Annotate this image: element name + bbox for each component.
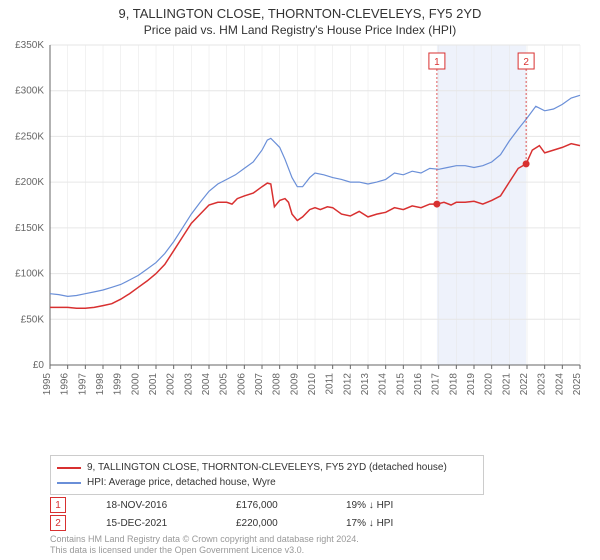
marker-price: £220,000	[236, 518, 306, 529]
svg-text:£150K: £150K	[15, 223, 44, 234]
svg-text:2019: 2019	[466, 373, 477, 396]
svg-text:£300K: £300K	[15, 86, 44, 97]
line-chart: £0£50K£100K£150K£200K£250K£300K£350K1995…	[50, 45, 580, 395]
chart-container: 9, TALLINGTON CLOSE, THORNTON-CLEVELEYS,…	[0, 0, 600, 560]
marker-num: 2	[50, 515, 66, 531]
svg-text:2012: 2012	[342, 373, 353, 396]
chart-title: 9, TALLINGTON CLOSE, THORNTON-CLEVELEYS,…	[0, 0, 600, 21]
svg-text:2000: 2000	[130, 373, 141, 396]
svg-text:£200K: £200K	[15, 177, 44, 188]
marker-diff: 17% ↓ HPI	[346, 518, 393, 529]
svg-text:2006: 2006	[236, 373, 247, 396]
svg-text:2014: 2014	[378, 373, 389, 396]
svg-text:1998: 1998	[95, 373, 106, 396]
marker-price: £176,000	[236, 500, 306, 511]
chart-subtitle: Price paid vs. HM Land Registry's House …	[0, 21, 600, 41]
svg-text:2003: 2003	[183, 373, 194, 396]
svg-text:2007: 2007	[254, 373, 265, 396]
svg-text:£100K: £100K	[15, 269, 44, 280]
marker-row: 2 15-DEC-2021 £220,000 17% ↓ HPI	[50, 514, 393, 532]
legend-item-blue: HPI: Average price, detached house, Wyre	[57, 475, 477, 490]
svg-text:£250K: £250K	[15, 131, 44, 142]
svg-text:2025: 2025	[572, 373, 583, 396]
svg-text:£350K: £350K	[15, 40, 44, 51]
marker-row: 1 18-NOV-2016 £176,000 19% ↓ HPI	[50, 496, 393, 514]
footer-line-2: This data is licensed under the Open Gov…	[50, 545, 359, 556]
svg-text:1995: 1995	[42, 373, 53, 396]
svg-text:1: 1	[434, 57, 440, 68]
marker-table: 1 18-NOV-2016 £176,000 19% ↓ HPI 2 15-DEC-202…	[50, 496, 393, 532]
svg-text:2008: 2008	[272, 373, 283, 396]
marker-date: 15-DEC-2021	[106, 518, 196, 529]
legend-swatch-red	[57, 467, 81, 469]
svg-text:2024: 2024	[554, 373, 565, 396]
svg-text:2017: 2017	[431, 373, 442, 396]
svg-text:2001: 2001	[148, 373, 159, 396]
svg-text:2020: 2020	[484, 373, 495, 396]
svg-text:2010: 2010	[307, 373, 318, 396]
svg-text:1996: 1996	[60, 373, 71, 396]
legend-item-red: 9, TALLINGTON CLOSE, THORNTON-CLEVELEYS,…	[57, 460, 477, 475]
svg-text:2: 2	[523, 57, 529, 68]
svg-text:2023: 2023	[537, 373, 548, 396]
svg-text:2013: 2013	[360, 373, 371, 396]
marker-diff: 19% ↓ HPI	[346, 500, 393, 511]
svg-text:2022: 2022	[519, 373, 530, 396]
legend: 9, TALLINGTON CLOSE, THORNTON-CLEVELEYS,…	[50, 455, 484, 495]
svg-text:1999: 1999	[113, 373, 124, 396]
svg-text:2021: 2021	[501, 373, 512, 396]
svg-text:2009: 2009	[289, 373, 300, 396]
footer-text: Contains HM Land Registry data © Crown c…	[50, 534, 359, 556]
svg-text:2005: 2005	[219, 373, 230, 396]
svg-text:2018: 2018	[448, 373, 459, 396]
svg-text:2015: 2015	[395, 373, 406, 396]
legend-label-blue: HPI: Average price, detached house, Wyre	[87, 475, 276, 490]
footer-line-1: Contains HM Land Registry data © Crown c…	[50, 534, 359, 545]
svg-text:£0: £0	[33, 360, 45, 371]
legend-label-red: 9, TALLINGTON CLOSE, THORNTON-CLEVELEYS,…	[87, 460, 447, 475]
svg-text:2002: 2002	[166, 373, 177, 396]
svg-text:£50K: £50K	[21, 314, 45, 325]
legend-swatch-blue	[57, 482, 81, 484]
svg-text:2004: 2004	[201, 373, 212, 396]
marker-num: 1	[50, 497, 66, 513]
svg-text:1997: 1997	[77, 373, 88, 396]
marker-date: 18-NOV-2016	[106, 500, 196, 511]
svg-text:2016: 2016	[413, 373, 424, 396]
svg-text:2011: 2011	[325, 373, 336, 395]
